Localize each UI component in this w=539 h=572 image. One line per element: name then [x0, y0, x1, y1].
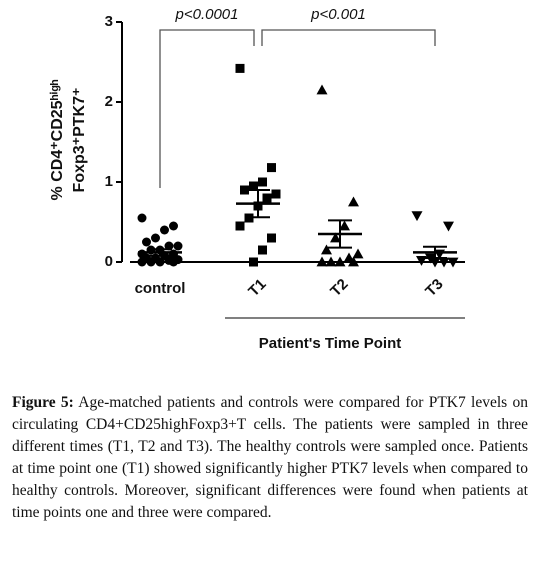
chart: Patient's Time Point % CD4⁺CD25ʰⁱᵍʰ Foxp… [49, 6, 465, 352]
data-point [447, 257, 459, 268]
data-point [249, 181, 258, 191]
data-point [169, 257, 178, 267]
data-point [352, 248, 364, 259]
annotation: p<0.001 [310, 6, 366, 23]
data-point [173, 241, 183, 251]
data-point [411, 211, 423, 222]
data-point [316, 256, 328, 267]
data-point [240, 185, 249, 195]
data-point [321, 244, 332, 255]
y-tick-label: 1 [105, 173, 113, 190]
data-point [160, 225, 169, 235]
data-point [146, 257, 156, 267]
x-tick-label: T1 [245, 276, 269, 300]
y-tick-label: 2 [105, 93, 113, 110]
data-point [429, 257, 441, 268]
x-axis-title: Patient's Time Point [259, 335, 402, 352]
data-point [334, 256, 346, 267]
data-point [258, 177, 267, 187]
y-axis-title: Foxp3⁺PTK7⁺ [71, 88, 88, 193]
data-point [249, 257, 258, 267]
caption-text: Age-matched patients and controls were c… [12, 394, 528, 521]
significance-bracket [261, 29, 436, 46]
significance-bracket [159, 29, 255, 188]
data-point [339, 220, 350, 231]
data-point [151, 233, 160, 243]
data-point [142, 237, 151, 247]
y-axis-title: % CD4⁺CD25ʰⁱᵍʰ [49, 79, 66, 200]
data-point [348, 256, 359, 267]
caption-label: Figure 5: [12, 394, 74, 411]
y-tick-label: 3 [105, 13, 113, 30]
data-point [235, 63, 245, 73]
data-point [267, 163, 276, 173]
annotation: p<0.0001 [175, 6, 239, 23]
data-point [267, 233, 276, 243]
data-point [258, 245, 267, 255]
data-point [325, 256, 337, 267]
data-point [169, 221, 178, 231]
data-point [235, 221, 245, 231]
data-point [262, 193, 272, 203]
data-point [330, 232, 341, 243]
data-point [137, 257, 147, 267]
data-point [137, 213, 147, 223]
y-tick-label: 0 [105, 253, 113, 270]
data-point [443, 221, 454, 232]
caption: Figure 5: Age-matched patients and contr… [12, 392, 528, 524]
data-point [316, 84, 328, 95]
x-tick-label: T3 [422, 276, 446, 300]
x-tick-label: T2 [327, 276, 351, 300]
data-point [348, 196, 359, 207]
data-point [271, 189, 281, 199]
x-tick-label: control [135, 280, 186, 297]
data-point [155, 257, 165, 267]
data-point [438, 257, 450, 268]
